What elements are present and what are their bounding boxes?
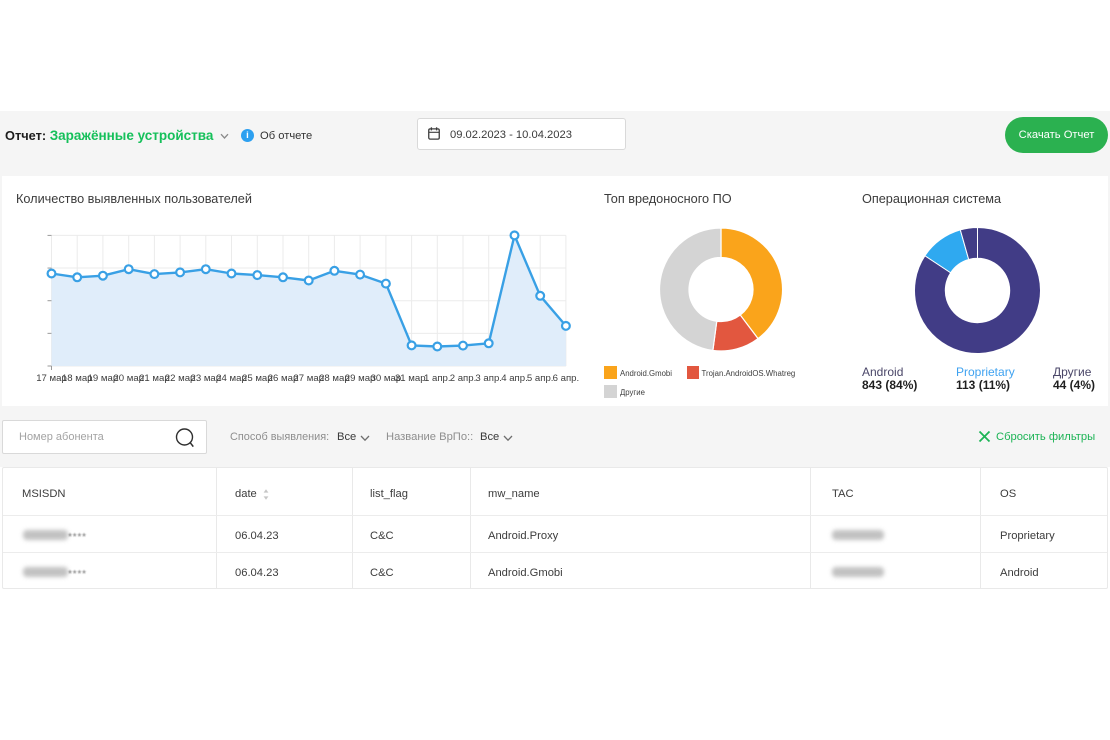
svg-text:6 апр.: 6 апр. [553, 373, 580, 384]
svg-text:2 апр.: 2 апр. [450, 373, 477, 384]
svg-text:23 мар: 23 мар [190, 373, 221, 384]
svg-text:22 мар: 22 мар [165, 373, 196, 384]
svg-text:1 апр.: 1 апр. [424, 373, 451, 384]
svg-text:18 мар: 18 мар [62, 373, 93, 384]
svg-text:5 апр.: 5 апр. [527, 373, 554, 384]
svg-text:3 апр.: 3 апр. [475, 373, 502, 384]
svg-text:19 мар: 19 мар [88, 373, 119, 384]
svg-text:24 мар: 24 мар [216, 373, 247, 384]
svg-text:20 мар: 20 мар [113, 373, 144, 384]
svg-text:28 мар: 28 мар [319, 373, 350, 384]
svg-text:17 мар: 17 мар [36, 373, 67, 384]
svg-text:31 мар.: 31 мар. [395, 373, 428, 384]
svg-text:30 мар: 30 мар [371, 373, 402, 384]
svg-text:4 апр.: 4 апр. [501, 373, 528, 384]
svg-text:26 мар: 26 мар [268, 373, 299, 384]
svg-text:21 мар: 21 мар [139, 373, 170, 384]
svg-text:25 мар: 25 мар [242, 373, 273, 384]
svg-text:27 мар: 27 мар [293, 373, 324, 384]
svg-text:29 мар: 29 мар [345, 373, 376, 384]
